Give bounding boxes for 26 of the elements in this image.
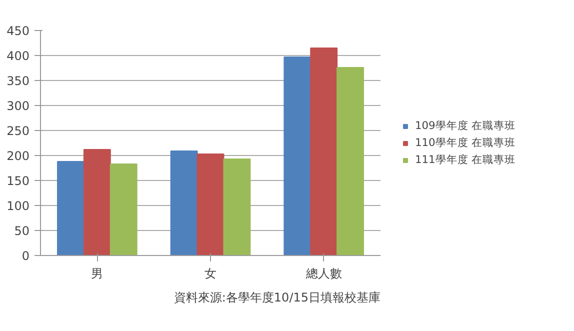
bar [170, 150, 198, 256]
legend-label: 109學年度 在職專班 [415, 118, 516, 132]
y-tick-label: 50 [14, 224, 30, 238]
y-tick-label: 250 [6, 124, 30, 138]
y-tick-label: 400 [6, 49, 30, 63]
legend-label: 111學年度 在職專班 [415, 152, 516, 166]
y-tick-label: 200 [6, 149, 30, 163]
bar [284, 56, 312, 256]
x-tick-label: 男 [91, 266, 104, 280]
bar [196, 154, 224, 256]
bar [57, 161, 84, 256]
bar [336, 67, 364, 256]
y-tick-label: 350 [6, 74, 30, 88]
y-tick-label: 150 [6, 174, 30, 188]
x-tick-label: 總人數 [304, 266, 342, 280]
y-tick-label: 0 [22, 249, 30, 263]
source-note: 資料來源:各學年度10/15日填報校基庫 [174, 290, 380, 304]
bar [83, 149, 111, 256]
bar [223, 158, 251, 256]
bar [310, 48, 338, 256]
y-tick-label: 100 [6, 199, 30, 213]
y-tick-label: 450 [6, 24, 30, 38]
legend-label: 110學年度 在職專班 [415, 136, 516, 150]
x-tick-label: 女 [204, 266, 216, 280]
bar [110, 164, 138, 256]
y-tick-label: 300 [6, 99, 30, 113]
